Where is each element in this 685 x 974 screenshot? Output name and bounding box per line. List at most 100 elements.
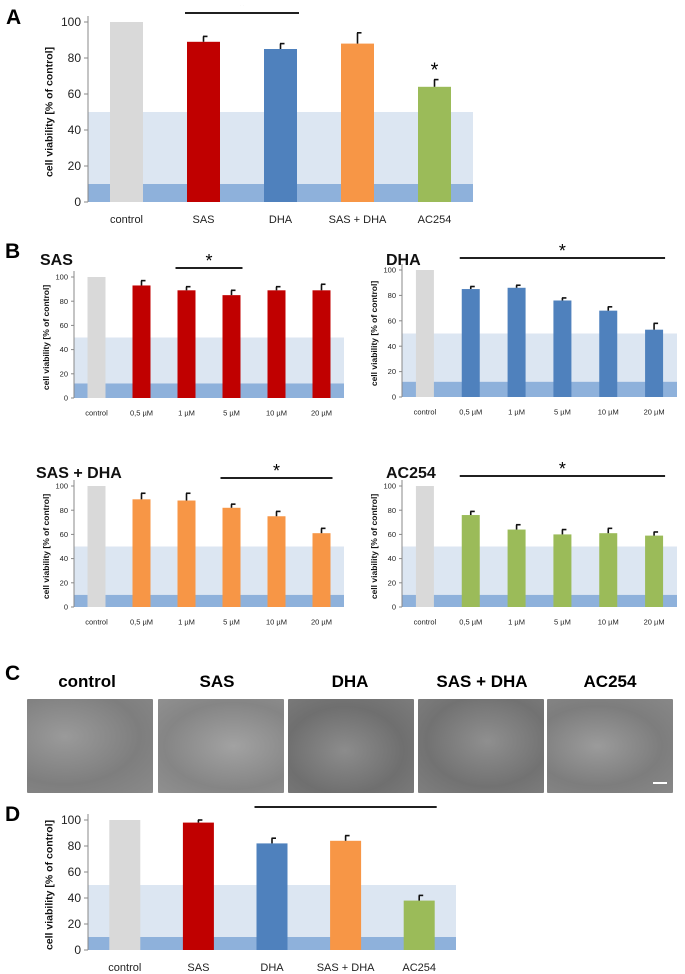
photo-label-sas: SAS xyxy=(199,672,235,691)
photo-label-sas-dha: SAS + DHA xyxy=(436,672,528,691)
bar xyxy=(222,507,241,607)
x-tick-label: 20 µM xyxy=(644,408,665,417)
significance-star: * xyxy=(559,242,566,261)
chart-title: AC254 xyxy=(386,465,436,482)
bar xyxy=(256,843,288,950)
bar xyxy=(182,822,214,950)
x-tick-label: 0,5 µM xyxy=(459,618,482,627)
bar xyxy=(87,486,106,607)
x-tick-label: 1 µM xyxy=(508,618,525,627)
x-tick-label: 20 µM xyxy=(311,618,332,627)
bar xyxy=(132,285,151,398)
bar xyxy=(553,534,572,607)
y-tick-label: 100 xyxy=(383,266,396,275)
bar xyxy=(645,535,664,607)
x-tick-label: 10 µM xyxy=(266,409,287,418)
y-tick-label: 100 xyxy=(55,482,68,491)
y-tick-label: 0 xyxy=(64,603,68,612)
bar xyxy=(418,86,451,202)
bar xyxy=(461,515,480,607)
bar xyxy=(177,500,196,607)
panel-letter-a: A xyxy=(6,6,22,29)
x-tick-label: 1 µM xyxy=(508,408,525,417)
y-tick-label: 40 xyxy=(388,342,396,351)
y-tick-label: 0 xyxy=(64,394,68,403)
y-tick-label: 60 xyxy=(68,87,82,101)
chart-panel-b-dha: 0 20 40 60 80 100 cell viability [% of control… xyxy=(369,242,677,417)
y-axis-label: cell viability [% of control] xyxy=(43,820,55,950)
x-tick-label: 0,5 µM xyxy=(459,408,482,417)
chart-panel-d: 0 20 40 60 80 100 cell viability [% of control… xyxy=(43,800,456,972)
bar xyxy=(403,900,435,950)
y-tick-label: 100 xyxy=(61,813,81,827)
bar xyxy=(507,287,526,397)
y-tick-label: 20 xyxy=(388,367,396,376)
y-tick-label: 100 xyxy=(61,15,81,29)
x-tick-label: DHA xyxy=(269,214,293,226)
reference-band-light xyxy=(74,337,344,384)
x-tick-label: control xyxy=(110,214,143,226)
y-tick-label: 20 xyxy=(68,917,82,931)
bar xyxy=(267,516,286,607)
chart-title: DHA xyxy=(386,252,421,269)
y-tick-label: 100 xyxy=(383,482,396,491)
reference-band-light xyxy=(402,333,677,382)
x-tick-label: AC254 xyxy=(402,962,436,972)
x-tick-label: SAS xyxy=(192,214,214,226)
y-tick-label: 80 xyxy=(388,291,396,300)
bar xyxy=(132,499,151,607)
x-tick-label: 0,5 µM xyxy=(130,618,153,627)
bar xyxy=(222,295,241,398)
y-axis-label: cell viability [% of control] xyxy=(41,494,51,599)
x-tick-label: 0,5 µM xyxy=(130,409,153,418)
bar xyxy=(415,486,434,607)
photo-label-control: control xyxy=(58,672,116,691)
bar xyxy=(187,41,220,202)
y-tick-label: 40 xyxy=(68,891,82,905)
bar xyxy=(267,290,286,398)
x-tick-label: control xyxy=(85,618,108,627)
reference-band-dark xyxy=(74,383,344,398)
y-tick-label: 80 xyxy=(68,839,82,853)
y-tick-label: 80 xyxy=(68,51,82,65)
y-tick-label: 60 xyxy=(388,530,396,539)
y-tick-label: 20 xyxy=(388,578,396,587)
bar xyxy=(415,270,434,397)
chart-panel-a: 0 20 40 60 80 100 cell viability [% of control… xyxy=(43,5,473,226)
y-tick-label: 80 xyxy=(60,506,68,515)
y-tick-label: 0 xyxy=(392,603,396,612)
reference-band-dark xyxy=(74,594,344,607)
x-tick-label: 20 µM xyxy=(644,618,665,627)
x-tick-label: 10 µM xyxy=(598,618,619,627)
x-tick-label: control xyxy=(85,409,108,418)
bar xyxy=(341,43,374,202)
x-tick-label: 5 µM xyxy=(223,618,240,627)
y-tick-label: 40 xyxy=(388,554,396,563)
x-tick-label: control xyxy=(414,618,437,627)
y-axis-label: cell viability [% of control] xyxy=(369,494,379,599)
bar xyxy=(264,49,297,202)
scale-bar xyxy=(653,782,667,784)
micrograph-sas-dha xyxy=(418,699,544,793)
x-tick-label: 5 µM xyxy=(554,618,571,627)
y-tick-label: 60 xyxy=(388,316,396,325)
bar xyxy=(599,533,618,607)
reference-band-light xyxy=(74,546,344,595)
y-tick-label: 20 xyxy=(68,159,82,173)
x-tick-label: 10 µM xyxy=(266,618,287,627)
x-tick-label: SAS + DHA xyxy=(317,962,375,972)
reference-band-dark xyxy=(402,381,677,397)
chart-panel-b-sas-dha: 0 20 40 60 80 100 cell viability [% of control… xyxy=(36,461,344,627)
chart-title: SAS + DHA xyxy=(36,465,122,482)
x-tick-label: AC254 xyxy=(418,214,452,226)
y-tick-label: 80 xyxy=(388,506,396,515)
y-tick-label: 0 xyxy=(74,943,81,957)
panel-letter-d: D xyxy=(5,803,21,826)
significance-star: * xyxy=(238,5,246,17)
bar xyxy=(645,329,664,397)
y-tick-label: 0 xyxy=(392,393,396,402)
chart-panel-b-sas: 0 20 40 60 80 100 cell viability [% of control… xyxy=(40,251,344,418)
photo-label-dha: DHA xyxy=(331,672,369,691)
bar xyxy=(110,22,143,202)
x-tick-label: 1 µM xyxy=(178,409,195,418)
